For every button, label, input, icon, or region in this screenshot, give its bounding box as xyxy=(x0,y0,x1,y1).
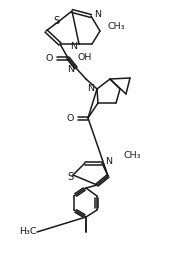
Text: OH: OH xyxy=(78,53,92,61)
Text: S: S xyxy=(54,16,60,26)
Text: N: N xyxy=(67,64,74,74)
Text: N: N xyxy=(105,156,112,166)
Text: S: S xyxy=(68,172,74,182)
Text: N: N xyxy=(70,41,77,51)
Text: H₃C: H₃C xyxy=(19,227,37,236)
Text: O: O xyxy=(67,113,74,123)
Text: N: N xyxy=(94,10,101,18)
Text: O: O xyxy=(46,54,53,62)
Text: N: N xyxy=(87,83,94,92)
Text: CH₃: CH₃ xyxy=(108,21,125,31)
Text: CH₃: CH₃ xyxy=(124,150,141,160)
